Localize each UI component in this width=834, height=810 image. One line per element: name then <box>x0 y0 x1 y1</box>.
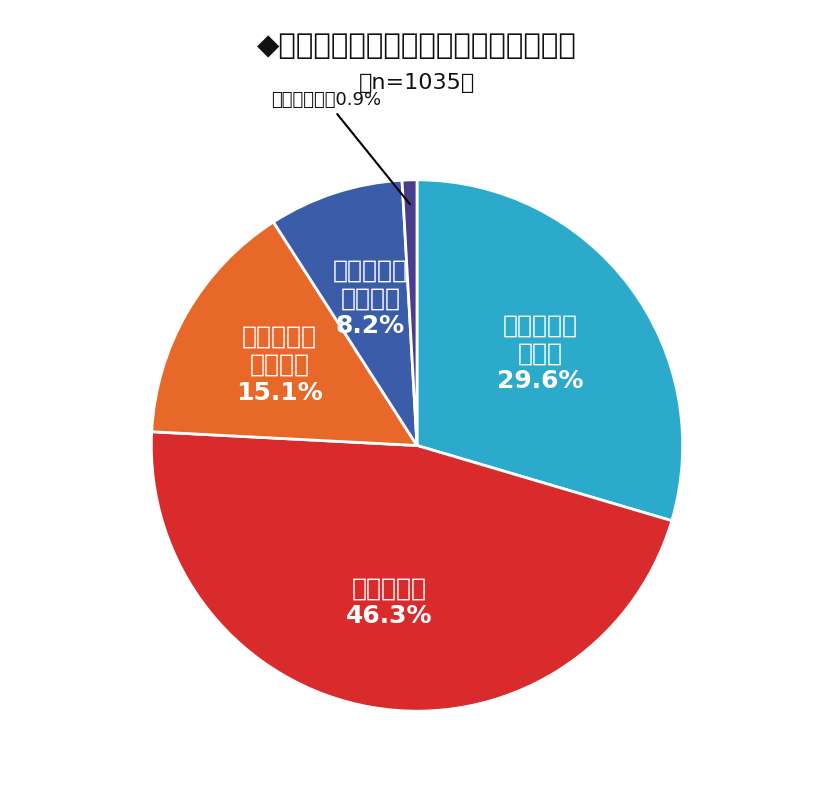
Wedge shape <box>274 181 417 446</box>
Wedge shape <box>417 180 683 521</box>
Wedge shape <box>151 432 672 711</box>
Wedge shape <box>402 180 417 446</box>
Text: あまり感じ
ていない
8.2%: あまり感じ ていない 8.2% <box>333 259 408 339</box>
Text: 感じている
46.3%: 感じている 46.3% <box>346 577 433 629</box>
Text: どちらとも
言えない
15.1%: どちらとも 言えない 15.1% <box>236 325 323 404</box>
Text: ◆将来起こりうる巨大地震に対する不安: ◆将来起こりうる巨大地震に対する不安 <box>257 32 577 61</box>
Text: とても感じ
ている
29.6%: とても感じ ている 29.6% <box>497 313 584 393</box>
Wedge shape <box>152 222 417 446</box>
Text: （n=1035）: （n=1035） <box>359 73 475 93</box>
Text: 感じていない0.9%: 感じていない0.9% <box>271 91 410 204</box>
